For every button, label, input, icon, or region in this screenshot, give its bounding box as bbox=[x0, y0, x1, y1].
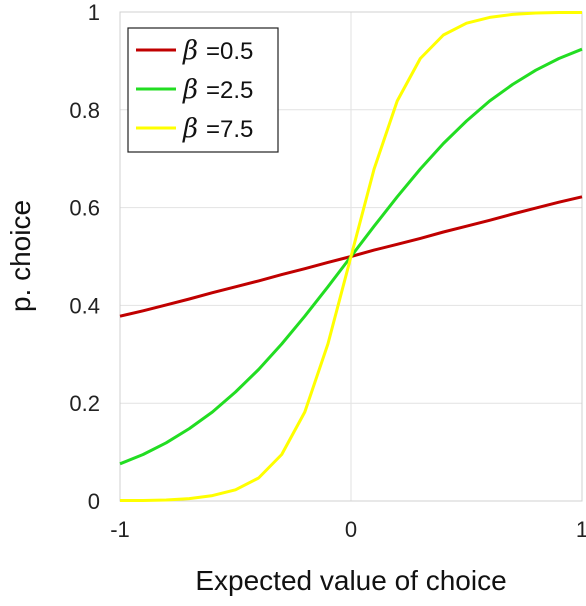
legend-label-1: =0.5 bbox=[206, 38, 253, 65]
plot-frame bbox=[119, 11, 583, 502]
y-tick-label: 0.8 bbox=[69, 98, 100, 123]
series-line-3 bbox=[120, 11, 582, 502]
y-tick-label: 0 bbox=[88, 489, 100, 514]
x-tick-label: -1 bbox=[110, 517, 130, 542]
legend-beta-symbol: β bbox=[182, 75, 198, 105]
series-layer bbox=[119, 11, 583, 502]
legend: β =0.5 β =2.5 β =7.5 bbox=[127, 27, 279, 153]
legend-beta-symbol: β bbox=[182, 114, 198, 144]
legend-label-2: =2.5 bbox=[206, 77, 253, 104]
x-tick-label: 0 bbox=[345, 517, 357, 542]
legend-beta-symbol: β bbox=[182, 36, 198, 66]
y-axis-title: p. choice bbox=[5, 200, 36, 312]
y-tick-label: 0.2 bbox=[69, 391, 100, 416]
x-tick-label: 1 bbox=[576, 517, 586, 542]
y-tick-label: 1 bbox=[88, 0, 100, 25]
y-tick-label: 0.6 bbox=[69, 196, 100, 221]
tick-labels: 0 0.2 0.4 0.6 0.8 1 -1 0 1 bbox=[69, 0, 586, 542]
legend-label-3: =7.5 bbox=[206, 116, 253, 143]
x-axis-title: Expected value of choice bbox=[195, 565, 506, 596]
y-tick-label: 0.4 bbox=[69, 293, 100, 318]
